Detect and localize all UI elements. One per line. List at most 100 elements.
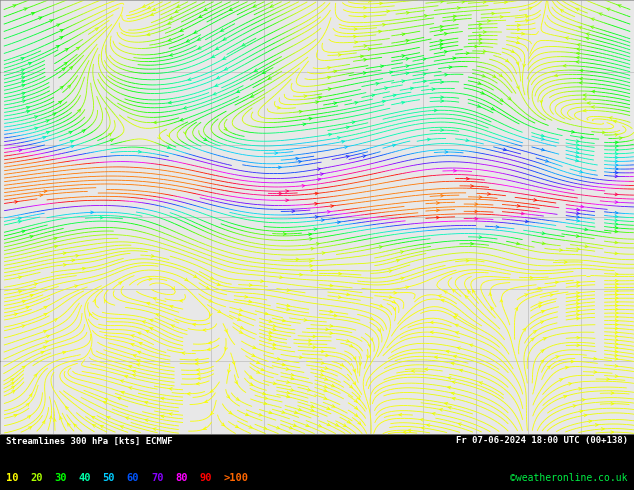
FancyArrowPatch shape (541, 134, 544, 137)
FancyArrowPatch shape (571, 130, 574, 133)
FancyArrowPatch shape (11, 382, 14, 385)
FancyArrowPatch shape (146, 330, 149, 333)
Text: 60: 60 (127, 473, 139, 483)
FancyArrowPatch shape (393, 94, 396, 97)
FancyArrowPatch shape (316, 243, 320, 245)
FancyArrowPatch shape (441, 96, 444, 98)
FancyArrowPatch shape (566, 37, 569, 40)
FancyArrowPatch shape (406, 65, 409, 68)
FancyArrowPatch shape (481, 92, 484, 94)
FancyArrowPatch shape (573, 405, 576, 407)
FancyArrowPatch shape (534, 198, 536, 201)
FancyArrowPatch shape (287, 395, 290, 398)
FancyArrowPatch shape (250, 383, 253, 385)
FancyArrowPatch shape (489, 293, 491, 295)
FancyArrowPatch shape (197, 368, 200, 371)
FancyArrowPatch shape (325, 367, 328, 369)
FancyArrowPatch shape (478, 82, 481, 84)
Text: 70: 70 (151, 473, 164, 483)
FancyArrowPatch shape (392, 144, 396, 147)
FancyArrowPatch shape (504, 1, 507, 4)
FancyArrowPatch shape (318, 424, 321, 427)
FancyArrowPatch shape (320, 373, 323, 376)
FancyArrowPatch shape (22, 366, 25, 369)
FancyArrowPatch shape (145, 419, 148, 421)
FancyArrowPatch shape (34, 374, 37, 377)
FancyArrowPatch shape (299, 356, 302, 359)
FancyArrowPatch shape (295, 157, 299, 160)
FancyArrowPatch shape (539, 302, 542, 305)
FancyArrowPatch shape (18, 220, 21, 223)
FancyArrowPatch shape (505, 59, 508, 62)
FancyArrowPatch shape (224, 127, 227, 130)
FancyArrowPatch shape (615, 145, 618, 147)
FancyArrowPatch shape (44, 190, 47, 193)
FancyArrowPatch shape (555, 281, 558, 284)
FancyArrowPatch shape (380, 65, 384, 68)
FancyArrowPatch shape (496, 225, 499, 228)
FancyArrowPatch shape (22, 76, 25, 79)
FancyArrowPatch shape (151, 255, 154, 257)
FancyArrowPatch shape (445, 150, 448, 153)
FancyArrowPatch shape (34, 283, 37, 286)
FancyArrowPatch shape (145, 401, 148, 404)
FancyArrowPatch shape (41, 351, 44, 354)
FancyArrowPatch shape (578, 44, 580, 46)
FancyArrowPatch shape (296, 258, 299, 261)
FancyArrowPatch shape (353, 369, 356, 372)
FancyArrowPatch shape (483, 50, 486, 52)
FancyArrowPatch shape (281, 411, 285, 414)
FancyArrowPatch shape (585, 245, 588, 248)
FancyArrowPatch shape (541, 148, 545, 151)
FancyArrowPatch shape (264, 397, 268, 399)
FancyArrowPatch shape (615, 331, 618, 334)
FancyArrowPatch shape (150, 319, 153, 322)
FancyArrowPatch shape (408, 429, 411, 432)
FancyArrowPatch shape (311, 247, 314, 250)
FancyArrowPatch shape (389, 270, 392, 272)
FancyArrowPatch shape (364, 15, 366, 18)
FancyArrowPatch shape (74, 424, 77, 427)
FancyArrowPatch shape (269, 338, 272, 341)
FancyArrowPatch shape (479, 236, 482, 239)
FancyArrowPatch shape (324, 397, 327, 399)
FancyArrowPatch shape (211, 412, 214, 415)
FancyArrowPatch shape (440, 47, 443, 49)
FancyArrowPatch shape (430, 331, 433, 334)
FancyArrowPatch shape (105, 398, 108, 401)
FancyArrowPatch shape (379, 245, 382, 248)
FancyArrowPatch shape (576, 147, 579, 150)
FancyArrowPatch shape (615, 350, 618, 353)
FancyArrowPatch shape (259, 414, 262, 416)
FancyArrowPatch shape (107, 416, 110, 419)
FancyArrowPatch shape (399, 413, 402, 416)
FancyArrowPatch shape (468, 291, 470, 294)
FancyArrowPatch shape (46, 131, 49, 134)
FancyArrowPatch shape (161, 397, 164, 400)
FancyArrowPatch shape (560, 10, 564, 12)
FancyArrowPatch shape (60, 86, 63, 89)
FancyArrowPatch shape (488, 20, 490, 23)
FancyArrowPatch shape (291, 373, 294, 376)
FancyArrowPatch shape (392, 300, 395, 303)
FancyArrowPatch shape (526, 20, 529, 22)
FancyArrowPatch shape (224, 347, 228, 350)
FancyArrowPatch shape (320, 173, 323, 175)
FancyArrowPatch shape (42, 136, 46, 139)
FancyArrowPatch shape (396, 259, 399, 262)
FancyArrowPatch shape (277, 106, 280, 109)
FancyArrowPatch shape (321, 369, 324, 372)
FancyArrowPatch shape (543, 338, 546, 340)
Text: 20: 20 (30, 473, 43, 483)
FancyArrowPatch shape (137, 364, 140, 366)
FancyArrowPatch shape (148, 6, 151, 9)
FancyArrowPatch shape (372, 94, 375, 97)
FancyArrowPatch shape (309, 238, 313, 240)
FancyArrowPatch shape (103, 402, 107, 404)
FancyArrowPatch shape (615, 290, 618, 293)
FancyArrowPatch shape (338, 295, 341, 298)
FancyArrowPatch shape (328, 88, 331, 91)
FancyArrowPatch shape (579, 81, 582, 84)
FancyArrowPatch shape (583, 109, 586, 112)
FancyArrowPatch shape (615, 219, 618, 221)
